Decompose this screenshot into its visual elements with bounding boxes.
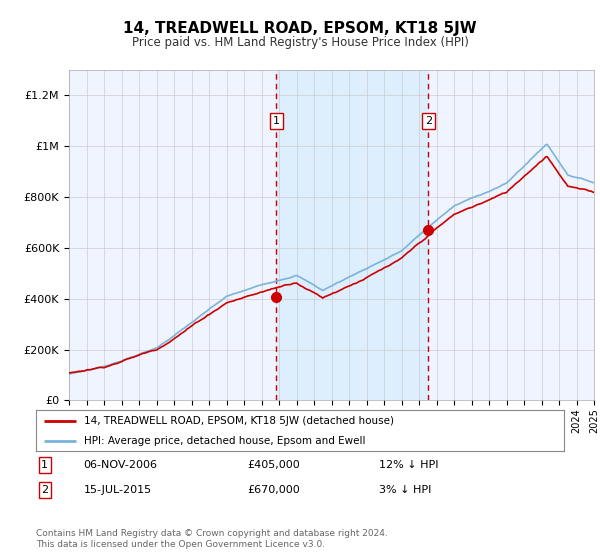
- Text: 14, TREADWELL ROAD, EPSOM, KT18 5JW (detached house): 14, TREADWELL ROAD, EPSOM, KT18 5JW (det…: [83, 416, 394, 426]
- Text: £670,000: £670,000: [247, 485, 300, 495]
- Text: 06-NOV-2006: 06-NOV-2006: [83, 460, 158, 470]
- Text: HPI: Average price, detached house, Epsom and Ewell: HPI: Average price, detached house, Epso…: [83, 436, 365, 446]
- Text: 1: 1: [41, 460, 48, 470]
- Text: 2: 2: [425, 116, 432, 126]
- Text: 2: 2: [41, 485, 49, 495]
- Text: 12% ↓ HPI: 12% ↓ HPI: [379, 460, 439, 470]
- Text: Price paid vs. HM Land Registry's House Price Index (HPI): Price paid vs. HM Land Registry's House …: [131, 36, 469, 49]
- Text: £405,000: £405,000: [247, 460, 300, 470]
- Bar: [277, 70, 428, 400]
- Text: 15-JUL-2015: 15-JUL-2015: [83, 485, 152, 495]
- Text: Contains HM Land Registry data © Crown copyright and database right 2024.
This d: Contains HM Land Registry data © Crown c…: [36, 529, 388, 549]
- Text: 14, TREADWELL ROAD, EPSOM, KT18 5JW: 14, TREADWELL ROAD, EPSOM, KT18 5JW: [123, 21, 477, 36]
- Text: 3% ↓ HPI: 3% ↓ HPI: [379, 485, 431, 495]
- Text: 1: 1: [273, 116, 280, 126]
